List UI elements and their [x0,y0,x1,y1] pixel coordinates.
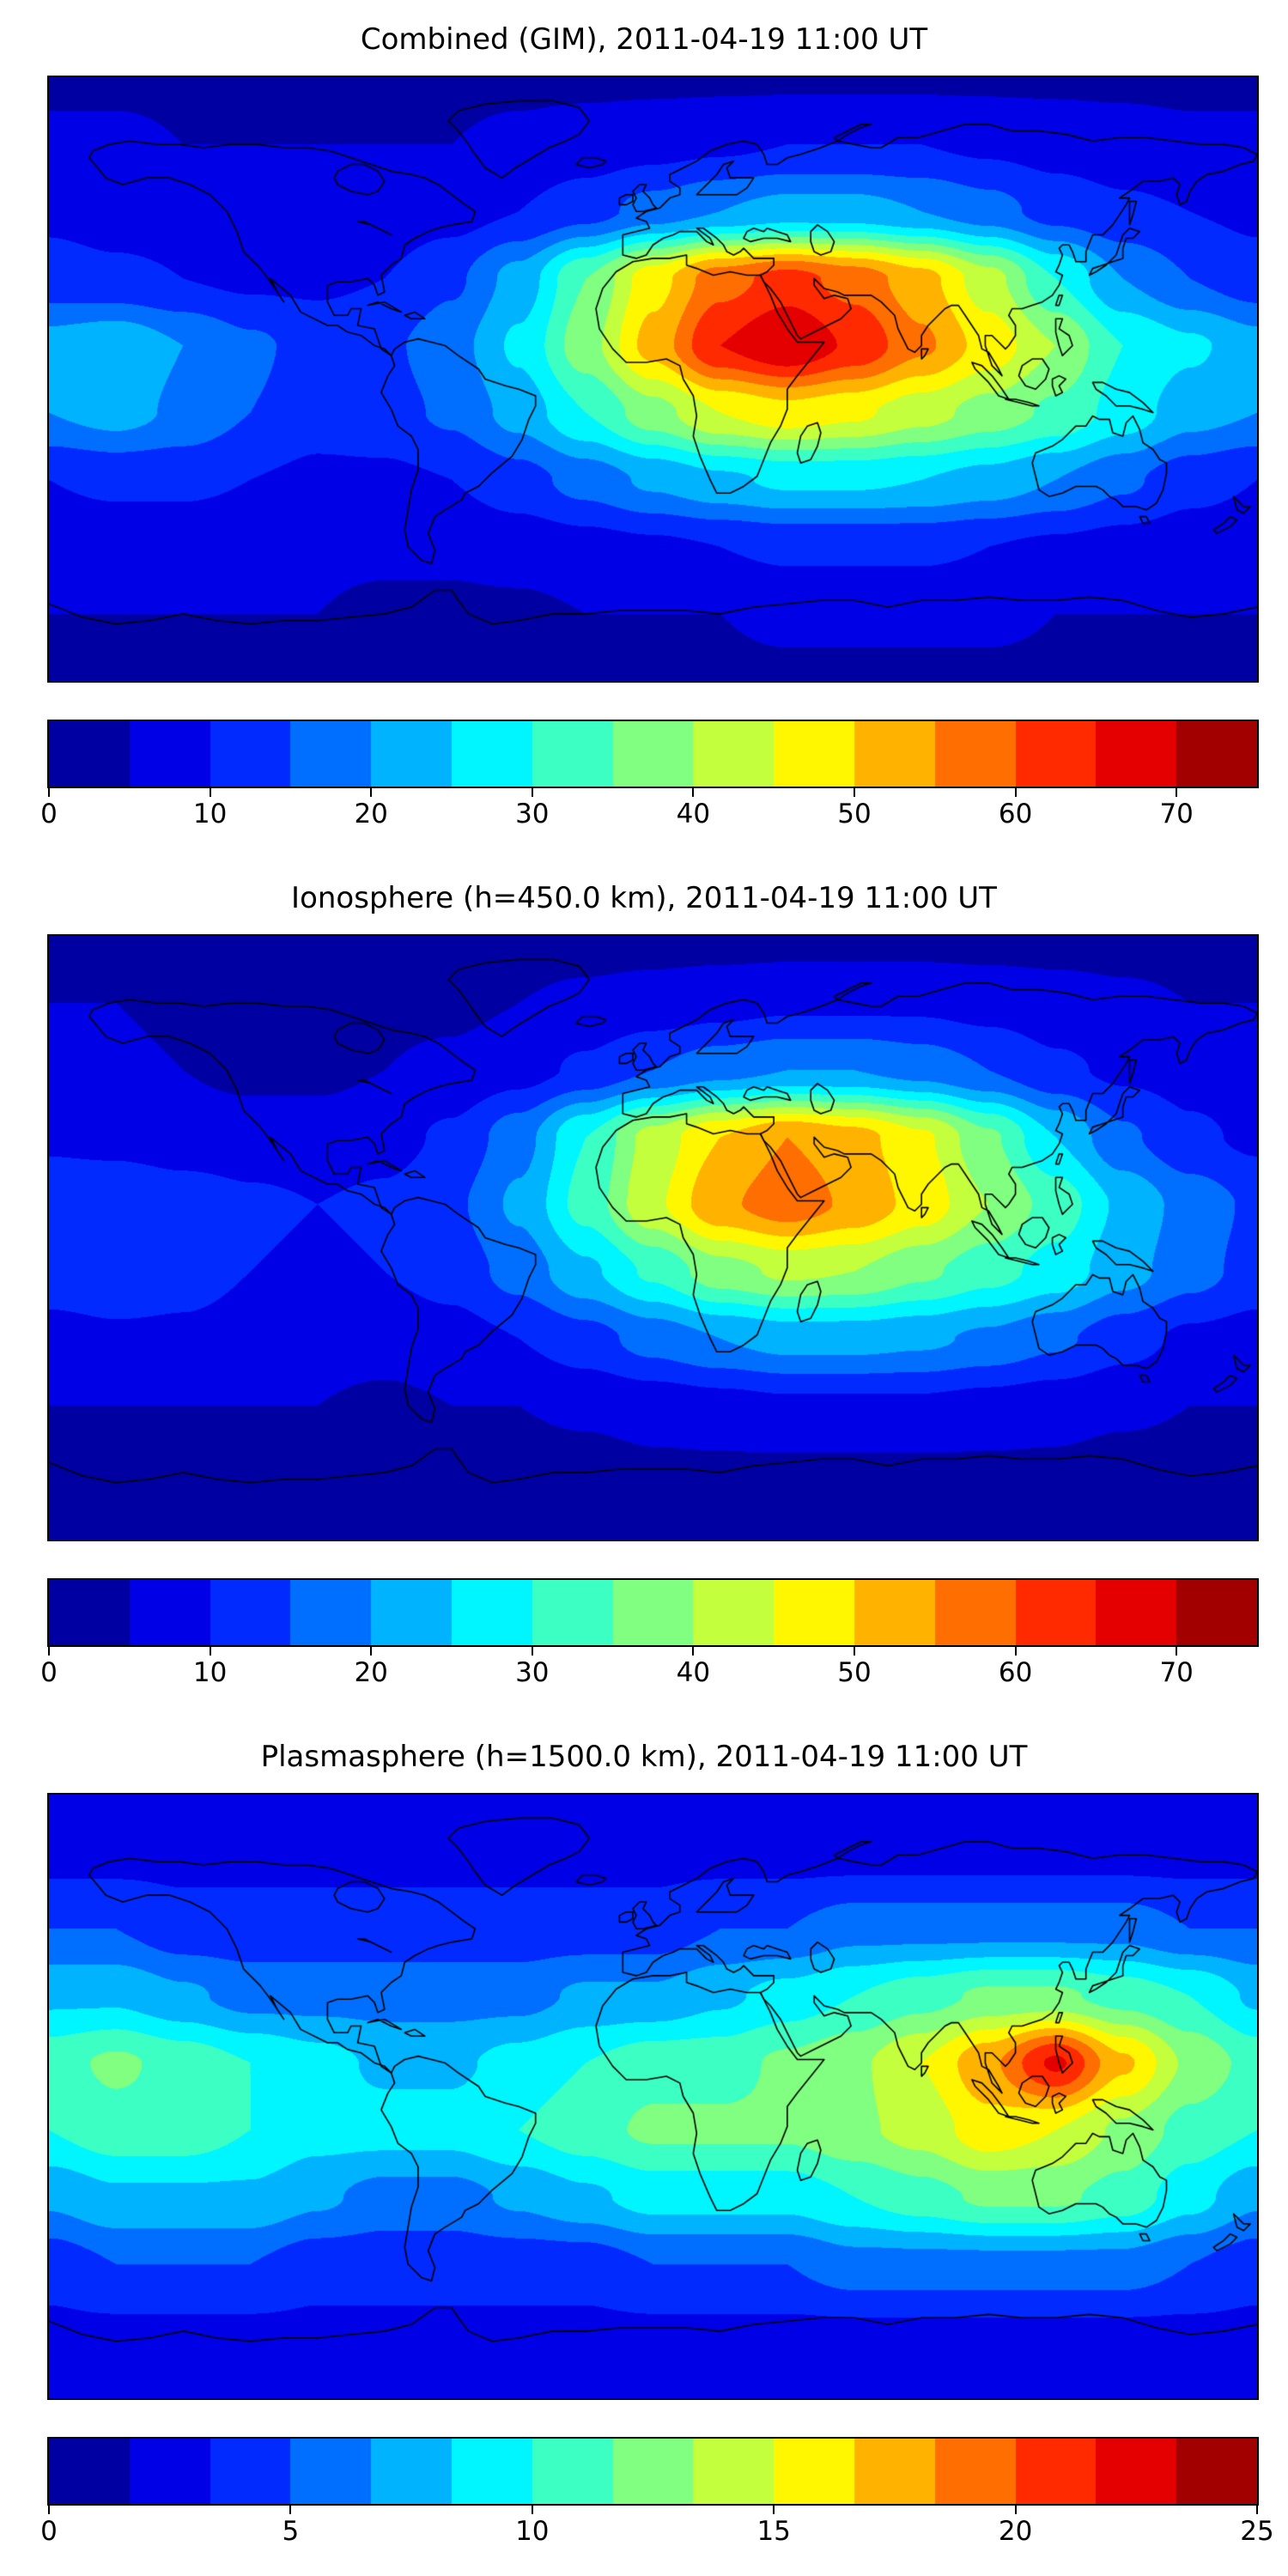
colorbar-tick-mark [289,2506,292,2514]
colorbar-tick-label: 20 [998,2516,1033,2547]
map-ionosphere [47,934,1259,1541]
colorbar-tick-mark [48,1647,50,1656]
colorbar-tick-label: 25 [1240,2516,1274,2547]
colorbar-tick-mark [48,2506,50,2514]
colorbar-tick-mark [370,1647,373,1656]
colorbar-tick-label: 20 [354,1657,388,1688]
colorbar-ionosphere [47,1578,1259,1647]
colorbar-tick-label: 20 [354,799,388,829]
colorbar-combined [47,720,1259,788]
colorbar-tick-mark [48,788,50,797]
panel-title-plasmasphere: Plasmasphere (h=1500.0 km), 2011-04-19 1… [260,1740,1028,1774]
colorbar-tick-mark [531,788,533,797]
colorbar-ticks-ionosphere: 0 10 20 30 40 50 60 70 [40,1647,1257,1702]
panel-title-combined: Combined (GIM), 2011-04-19 11:00 UT [360,22,928,57]
colorbar-ticks-combined: 0 10 20 30 40 50 60 70 [40,788,1257,843]
colorbar-tick-label: 0 [40,799,58,829]
map-canvas-combined [49,77,1257,681]
colorbar-tick-label: 60 [998,799,1033,829]
colorbar-tick-label: 40 [676,1657,711,1688]
colorbar-tick-label: 10 [192,799,228,829]
colorbar-tick-label: 10 [515,2516,550,2547]
colorbar-tick-mark [854,788,855,797]
colorbar-tick-mark [531,2506,533,2514]
colorbar-tick-mark [1176,788,1178,797]
map-canvas-ionosphere [49,936,1257,1540]
colorbar-canvas-combined [49,721,1257,787]
colorbar-tick-label: 0 [40,1657,58,1688]
colorbar-tick-label: 60 [998,1657,1033,1688]
colorbar-canvas-plasmasphere [49,2439,1257,2504]
colorbar-tick-label: 30 [515,1657,550,1688]
colorbar-tick-mark [531,1647,533,1656]
colorbar-tick-mark [370,788,373,797]
colorbar-tick-label: 5 [282,2516,300,2547]
colorbar-tick-mark [209,1647,211,1656]
colorbar-tick-mark [692,788,695,797]
colorbar-tick-mark [692,1647,695,1656]
colorbar-tick-label: 50 [837,1657,872,1688]
colorbar-plasmasphere [47,2437,1259,2506]
colorbar-tick-mark [209,788,211,797]
colorbar-tick-label: 10 [192,1657,228,1688]
colorbar-tick-mark [1014,788,1017,797]
colorbar-tick-label: 15 [756,2516,791,2547]
map-combined [47,76,1259,683]
colorbar-tick-label: 0 [40,2516,58,2547]
colorbar-tick-label: 50 [837,799,872,829]
colorbar-tick-mark [1014,2506,1017,2514]
colorbar-tick-mark [773,2506,775,2514]
map-canvas-plasmasphere [49,1795,1257,2398]
map-plasmasphere [47,1793,1259,2400]
colorbar-ticks-plasmasphere: 0 5 10 15 20 25 [40,2506,1274,2561]
colorbar-canvas-ionosphere [49,1580,1257,1645]
colorbar-tick-label: 40 [676,799,711,829]
panel-combined: Combined (GIM), 2011-04-19 11:00 UT 0 10 2… [0,0,1288,859]
panel-plasmasphere: Plasmasphere (h=1500.0 km), 2011-04-19 1… [0,1717,1288,2576]
colorbar-tick-label: 70 [1159,799,1194,829]
panel-ionosphere: Ionosphere (h=450.0 km), 2011-04-19 11:0… [0,859,1288,1717]
panel-title-ionosphere: Ionosphere (h=450.0 km), 2011-04-19 11:0… [291,881,997,915]
colorbar-tick-mark [1176,1647,1178,1656]
colorbar-tick-mark [854,1647,855,1656]
colorbar-tick-mark [1014,1647,1017,1656]
colorbar-tick-label: 70 [1159,1657,1194,1688]
colorbar-tick-label: 30 [515,799,550,829]
colorbar-tick-mark [1256,2506,1258,2514]
